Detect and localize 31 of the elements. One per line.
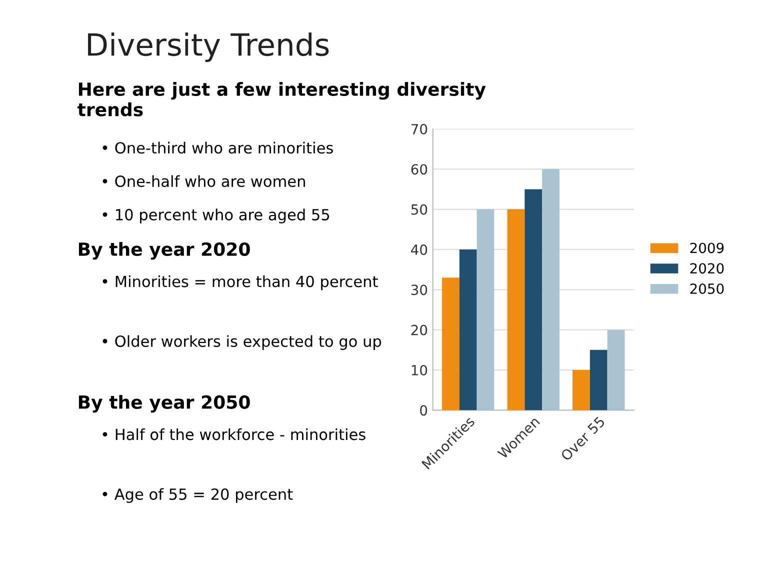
text: By the year 2020 <box>78 242 250 260</box>
legend-label: 2020 <box>690 263 724 274</box>
bar <box>542 169 560 410</box>
bar <box>572 370 590 410</box>
y-tick-label: 60 <box>411 164 428 175</box>
bar <box>476 209 494 410</box>
text: • 10 percent who are aged 55 <box>102 208 330 224</box>
text: By the year 2050 <box>78 394 250 413</box>
y-tick-label: 10 <box>412 364 428 376</box>
text: • One-half who are women <box>102 175 305 188</box>
text: • Half of the workforce - minorities <box>102 428 366 440</box>
y-tick-label: 50 <box>411 204 428 215</box>
chart-title: Diversity Trends <box>88 32 329 62</box>
bar <box>607 330 625 410</box>
bar <box>590 350 608 410</box>
bar <box>524 189 542 410</box>
text: • Age of 55 = 20 percent <box>102 488 293 503</box>
text: • One-third who are minorities <box>102 142 333 154</box>
y-tick-label: 30 <box>411 284 428 296</box>
text: Here are just a few interesting diversity trends <box>78 82 486 116</box>
y-tick-label: 0 <box>420 405 428 416</box>
y-tick-label: 20 <box>411 324 428 336</box>
bar <box>507 209 525 410</box>
text: • Minorities = more than 40 percent <box>102 275 378 290</box>
y-tick-label: 40 <box>411 244 428 255</box>
legend-label: 2050 <box>690 283 724 294</box>
legend-label: 2009 <box>690 242 724 254</box>
y-tick-label: 70 <box>411 124 428 134</box>
text: • Older workers is expected to go up <box>102 335 382 350</box>
bar <box>442 278 460 410</box>
bar <box>459 249 477 410</box>
